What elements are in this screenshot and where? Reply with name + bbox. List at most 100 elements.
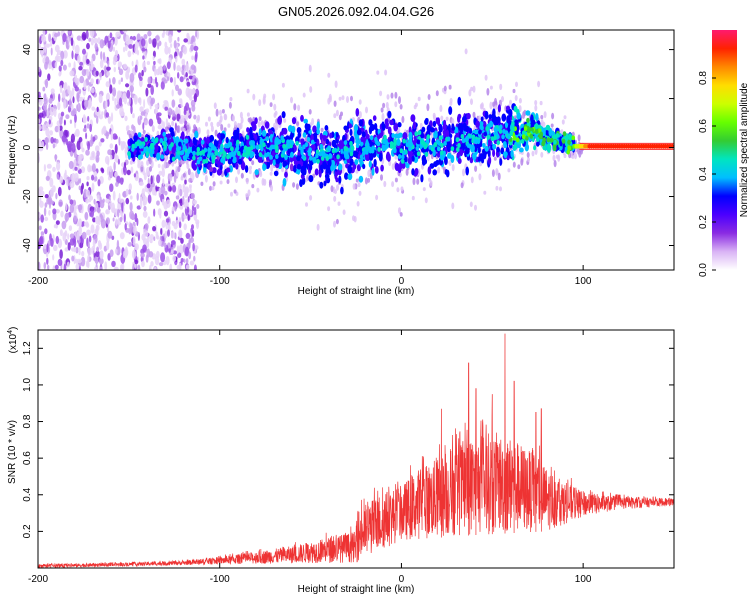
heatmap-cell: [41, 141, 45, 150]
heatmap-cell: [432, 120, 437, 128]
heatmap-cell: [65, 202, 68, 211]
heatmap-cell: [185, 264, 190, 270]
heatmap-cell: [273, 103, 277, 111]
heatmap-cell: [457, 143, 461, 148]
heatmap-cell: [462, 116, 467, 123]
heatmap-cell: [287, 147, 292, 155]
heatmap-cell: [529, 133, 534, 139]
heatmap-cell: [474, 204, 477, 211]
heatmap-cell: [277, 116, 282, 125]
heatmap-cell: [105, 217, 110, 225]
heatmap-cell: [526, 128, 531, 134]
heatmap-cell: [74, 86, 80, 92]
heatmap-cell: [503, 141, 507, 147]
heatmap-cell: [245, 193, 249, 198]
heatmap-cell: [374, 166, 379, 174]
heatmap-cell: [95, 250, 100, 258]
heatmap-cell: [129, 72, 135, 83]
heatmap-cell: [309, 155, 313, 161]
heatmap-cell: [122, 250, 128, 259]
heatmap-cell: [462, 168, 465, 177]
heatmap-cell: [73, 159, 77, 167]
heatmap-cell: [171, 89, 174, 97]
heatmap-cell: [114, 135, 118, 140]
heatmap-cell: [246, 112, 250, 117]
heatmap-cell: [545, 129, 549, 136]
heatmap-cell: [144, 223, 149, 231]
heatmap-cell: [126, 169, 131, 176]
heatmap-cell: [126, 125, 130, 131]
heatmap-cell: [472, 111, 476, 118]
snr-y-tick-label: 0.2: [22, 524, 33, 538]
heatmap-cell: [228, 101, 232, 109]
colorbar-gradient: [712, 30, 737, 270]
heatmap-cell: [490, 136, 495, 142]
heatmap-cell: [432, 169, 438, 176]
snr-scale-label: (x104): [7, 327, 19, 354]
heatmap-cell: [492, 108, 496, 117]
heatmap-cell: [567, 133, 573, 142]
heatmap-cell: [166, 61, 171, 70]
heatmap-cell: [415, 146, 420, 151]
heatmap-cell: [450, 146, 455, 152]
heatmap-cell: [95, 224, 100, 232]
heatmap-cell: [176, 171, 179, 177]
heatmap-cell: [38, 43, 41, 49]
heatmap-cell: [335, 177, 339, 183]
heatmap-cell: [356, 201, 360, 207]
heatmap-cell: [442, 122, 447, 132]
heatmap-cell: [464, 137, 468, 143]
heatmap-cell: [448, 159, 452, 167]
heatmap-cell: [336, 154, 340, 160]
heatmap-cell: [46, 163, 52, 169]
heatmap-cell: [186, 206, 190, 213]
heatmap-cell: [157, 66, 160, 76]
heatmap-cell: [102, 51, 106, 61]
heatmap-cell: [233, 121, 237, 128]
heatmap-cell: [106, 66, 111, 71]
heatmap-cell: [128, 39, 134, 45]
heatmap-cell: [108, 165, 113, 173]
heatmap-cell: [480, 116, 484, 122]
heatmap-cell: [542, 139, 546, 145]
heatmap-cell: [117, 91, 122, 97]
heatmap-cell: [171, 156, 176, 162]
heatmap-cell: [60, 210, 64, 218]
heatmap-cell: [187, 168, 191, 176]
heatmap-cell: [160, 154, 165, 160]
heatmap-cell: [61, 220, 67, 230]
heatmap-cell: [359, 154, 364, 160]
heatmap-cell: [172, 185, 177, 193]
heatmap-cell: [74, 166, 78, 171]
heatmap-cell: [283, 118, 287, 123]
heatmap-cell: [130, 166, 134, 174]
heatmap-cell: [140, 252, 145, 258]
heatmap-cell: [156, 174, 161, 184]
heatmap-cell: [168, 34, 173, 44]
heatmap-cell: [469, 156, 474, 164]
heatmap-cell: [38, 97, 43, 106]
heatmap-cell: [283, 160, 288, 167]
heatmap-cell: [540, 151, 544, 158]
heatmap-cell: [487, 148, 491, 158]
heatmap-cell: [476, 139, 481, 145]
heatmap-cell: [72, 199, 77, 207]
heatmap-cell: [106, 240, 110, 251]
heatmap-cell: [298, 143, 302, 151]
heatmap-cell: [446, 136, 451, 142]
heatmap-cell: [86, 181, 89, 187]
heatmap-cell: [157, 117, 162, 125]
heatmap-cell: [244, 165, 249, 173]
heatmap-cell: [90, 64, 94, 71]
heatmap-cell: [187, 196, 190, 203]
heatmap-cell: [333, 100, 337, 107]
heatmap-cell: [44, 43, 47, 54]
heatmap-cell: [96, 79, 99, 85]
heatmap-cell: [169, 173, 173, 182]
heatmap-cell: [136, 205, 142, 210]
heatmap-cell: [148, 118, 154, 127]
heatmap-cell: [80, 141, 83, 149]
heatmap-cell: [474, 165, 478, 172]
